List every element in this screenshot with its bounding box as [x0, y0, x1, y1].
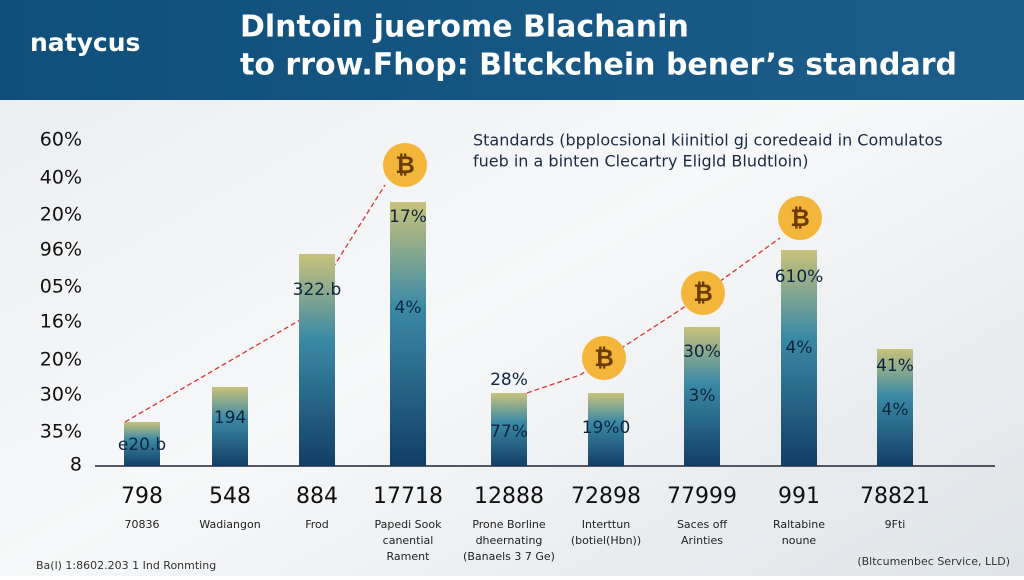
category-number: 78821 — [860, 484, 930, 509]
category-label: 70836 — [125, 518, 160, 531]
bar — [299, 254, 335, 466]
category-number: 991 — [778, 484, 820, 509]
footer-left: Ba(l) 1:8602.203 1 Ind Ronmting — [36, 559, 216, 572]
y-axis-label: 8 — [70, 454, 82, 476]
subtitle: Standards (bpplocsional kiinitiol gj cor… — [473, 131, 943, 150]
y-axis-label: 96% — [40, 239, 82, 261]
y-axis-label: 20% — [40, 204, 82, 226]
y-axis-label: 35% — [40, 421, 82, 443]
category-label: noune — [782, 534, 817, 547]
coin — [681, 271, 725, 315]
bar-label: 4% — [786, 338, 813, 358]
category-label: Arinties — [681, 534, 723, 547]
y-axis-label: 30% — [40, 384, 82, 406]
bar-label: 322.b — [293, 280, 342, 300]
bar-label: 41% — [876, 356, 914, 376]
bar-label: 4% — [395, 298, 422, 318]
title: to rrow.Fhop: Bltckchein bener’s standar… — [240, 48, 957, 83]
category-label: dheernating — [476, 534, 543, 547]
category-label: 9Fti — [885, 518, 906, 531]
bar — [124, 422, 160, 466]
header-band — [0, 0, 1024, 100]
coin — [383, 143, 427, 187]
coin-symbol: ₿ — [790, 204, 810, 232]
bar — [491, 393, 527, 466]
title: Dlntoin juerome Blachanin — [240, 10, 689, 45]
category-label: (Banaels 3 7 Ge) — [463, 550, 555, 563]
category-number: 12888 — [474, 484, 544, 509]
footer-right: (Bltcumenbec Service, LLD) — [857, 555, 1010, 568]
category-label: Papedi Sook — [375, 518, 443, 531]
coin-symbol: ₿ — [594, 344, 614, 372]
y-axis-label: 05% — [40, 276, 82, 298]
bar-label: 4% — [882, 400, 909, 420]
category-label: Frod — [305, 518, 329, 531]
y-axis-label: 60% — [40, 129, 82, 151]
bar-label: 3% — [689, 386, 716, 406]
category-label: Saces off — [677, 518, 727, 531]
coin-symbol: ₿ — [395, 151, 415, 179]
bar — [877, 349, 913, 466]
coin — [778, 196, 822, 240]
coin — [582, 336, 626, 380]
y-axis-label: 16% — [40, 311, 82, 333]
category-label: Raltabine — [773, 518, 825, 531]
bar-label: 30% — [683, 342, 721, 362]
category-number: 17718 — [373, 484, 443, 509]
bar-label: e20.b — [118, 435, 166, 455]
coins: ₿ ₿ ₿ ₿ — [383, 143, 822, 380]
bar-label: 77% — [490, 422, 528, 442]
category-label: Rament — [387, 550, 431, 563]
category-label: Prone Borline — [472, 518, 546, 531]
y-axis-label: 20% — [40, 349, 82, 371]
category-label: Interttun — [582, 518, 630, 531]
bar-label: 17% — [389, 207, 427, 227]
bar — [390, 202, 426, 466]
coin-symbol: ₿ — [693, 279, 713, 307]
category-label: (botiel(Hbn)) — [571, 534, 641, 547]
bars: e20.b 798 70836 194 548 Wadiangon 322.b 884 Frod… — [118, 202, 930, 563]
logo: natycus — [30, 28, 140, 57]
bar — [212, 387, 248, 466]
category-number: 548 — [209, 484, 251, 509]
bar — [684, 327, 720, 466]
category-number: 72898 — [571, 484, 641, 509]
bar — [588, 393, 624, 466]
category-label: Wadiangon — [199, 518, 260, 531]
y-axis-label: 40% — [40, 167, 82, 189]
subtitle: fueb in a binten Clecartry Eligld Bludtl… — [473, 152, 808, 171]
bar — [781, 250, 817, 466]
category-label: canential — [383, 534, 434, 547]
category-number: 798 — [121, 484, 163, 509]
trend-line — [526, 237, 781, 394]
bar-label: 19%0 — [582, 418, 631, 438]
category-number: 884 — [296, 484, 338, 509]
category-number: 77999 — [667, 484, 737, 509]
bar-label: 28% — [490, 370, 528, 390]
bar-label: 610% — [775, 267, 824, 287]
bar-label: 194 — [214, 408, 246, 428]
